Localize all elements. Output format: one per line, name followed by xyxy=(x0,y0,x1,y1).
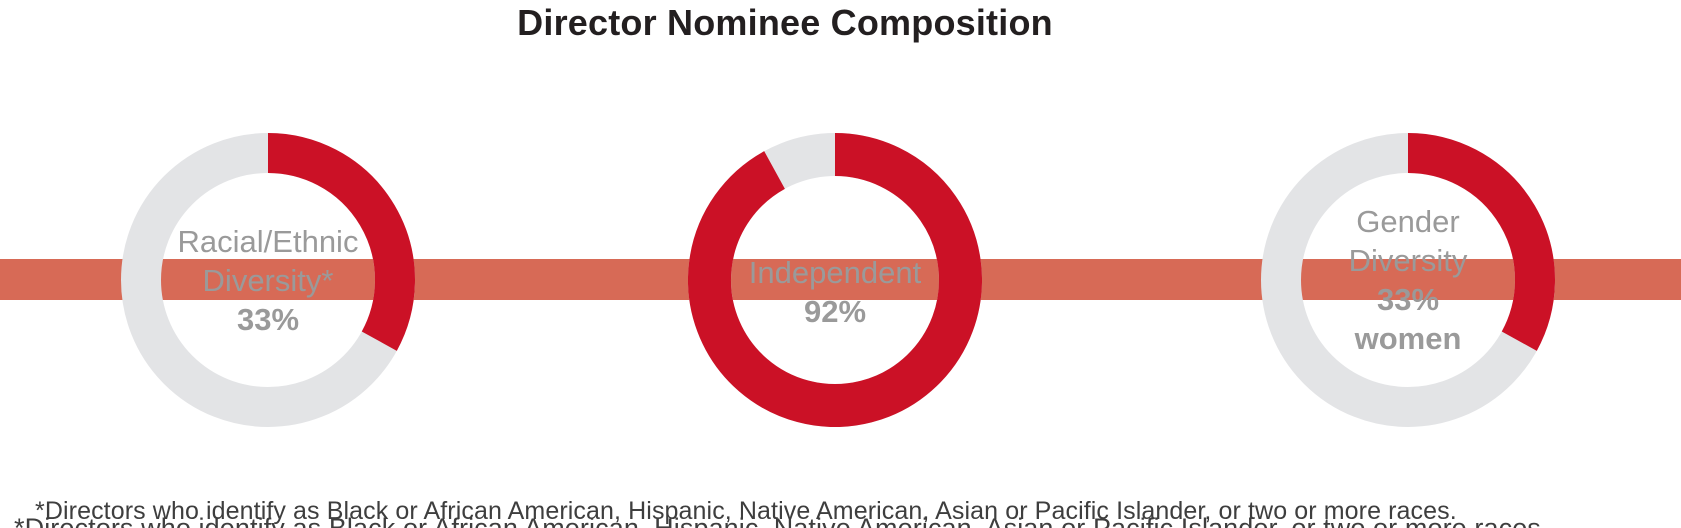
page-title: Director Nominee Composition xyxy=(517,2,1053,43)
donut-chart-gender-diversity: Gender Diversity 33% women xyxy=(1261,133,1555,427)
donut-chart-independent: Independent 92% xyxy=(688,133,982,427)
footnote-text-clipped: *Directors who identify as Black or Afri… xyxy=(14,513,1549,528)
donut-chart-racial-ethnic-diversity: Racial/Ethnic Diversity* 33% xyxy=(121,133,415,427)
footnote-text: *Directors who identify as Black or Afri… xyxy=(35,497,1457,525)
connector-band xyxy=(0,259,1681,300)
